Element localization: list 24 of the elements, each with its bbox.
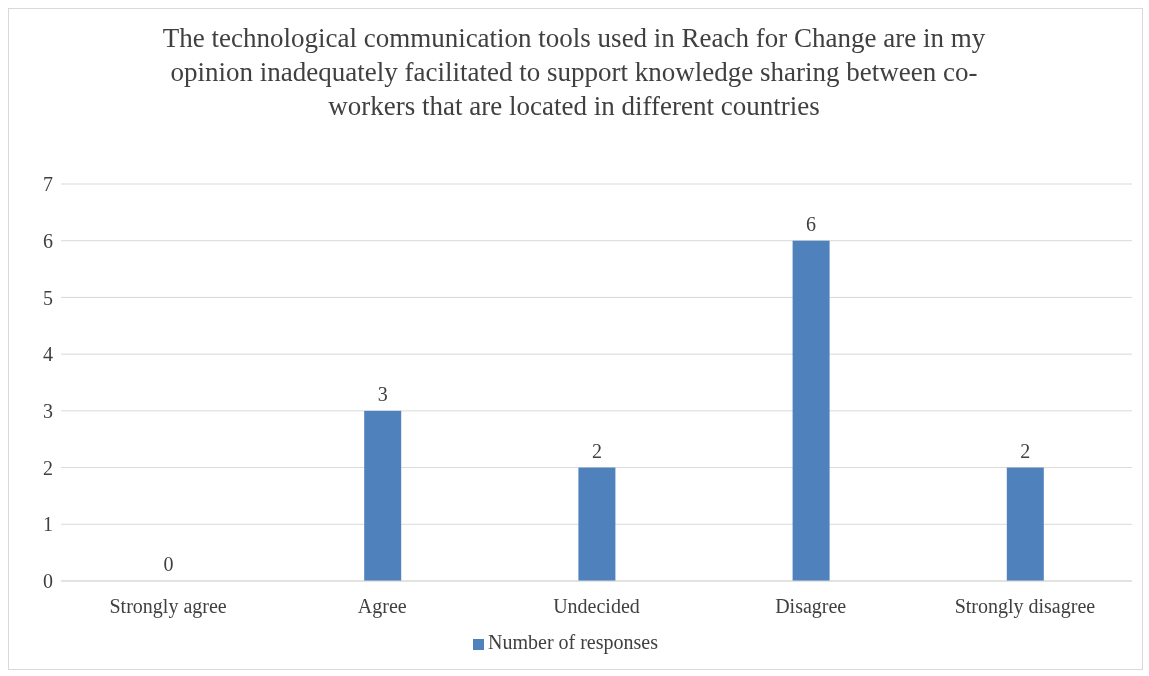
x-tick-label: Disagree <box>775 595 847 619</box>
data-label: 3 <box>377 382 388 405</box>
y-tick-label: 4 <box>43 343 53 366</box>
bar <box>578 467 616 581</box>
y-tick-label: 6 <box>43 229 53 252</box>
chart-title: The technological communication tools used in Reach for Change are in my opinion inadequately facilitated to support knowledge sharing between co-workers that are located in different countries <box>161 22 987 123</box>
y-tick-label: 2 <box>43 456 53 479</box>
x-tick-label: Strongly disagree <box>954 595 1096 619</box>
x-tick-label: Strongly agree <box>109 595 227 619</box>
y-tick-label: 7 <box>43 173 53 196</box>
x-tick-label: Undecided <box>553 595 640 618</box>
data-label: 6 <box>806 212 817 235</box>
y-tick-label: 5 <box>43 286 53 309</box>
data-label: 2 <box>591 439 602 462</box>
y-tick-label: 1 <box>43 513 53 536</box>
bar <box>364 410 402 581</box>
y-tick-label: 0 <box>43 570 53 593</box>
data-label: 2 <box>1020 439 1031 462</box>
x-tick-label: Agree <box>357 595 407 619</box>
bar <box>792 240 830 581</box>
y-tick-label: 3 <box>43 399 53 422</box>
bar <box>1006 467 1044 581</box>
legend-label: Number of responses <box>488 631 658 653</box>
data-label: 0 <box>163 553 174 575</box>
